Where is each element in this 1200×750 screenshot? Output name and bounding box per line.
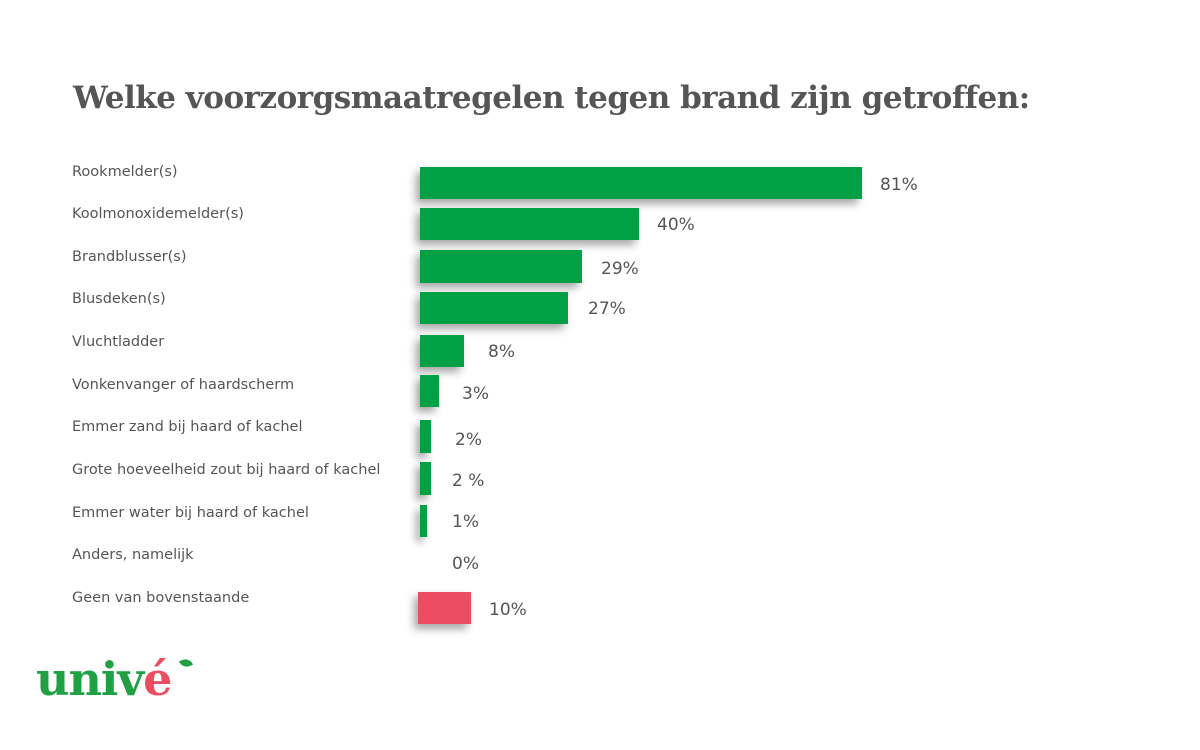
bar-vonkenvanger (420, 375, 439, 407)
bar-rookmelder (420, 167, 862, 199)
category-label: Vluchtladder (72, 334, 165, 350)
leaf-icon (178, 657, 194, 669)
bar-koolmonoxidemelder (420, 208, 639, 240)
bar-emmer-water (420, 505, 427, 537)
category-label: Anders, namelijk (72, 547, 194, 563)
category-label: Rookmelder(s) (72, 164, 178, 180)
bar-emmer-zand (420, 420, 431, 453)
category-label: Brandblusser(s) (72, 249, 187, 265)
category-label: Koolmonoxidemelder(s) (72, 206, 244, 222)
category-label: Blusdeken(s) (72, 291, 166, 307)
value-label: 2 % (452, 471, 485, 491)
value-label: 40% (657, 215, 695, 235)
category-label: Vonkenvanger of haardscherm (72, 377, 295, 393)
category-label: Emmer water bij haard of kachel (72, 505, 309, 521)
value-label: 8% (488, 342, 515, 362)
value-label: 27% (588, 299, 626, 319)
bar-blusdeken (420, 292, 568, 324)
value-label: 0% (452, 554, 479, 574)
logo-text: univ (36, 652, 144, 706)
bar-brandblusser (420, 250, 582, 283)
category-label: Grote hoeveelheid zout bij haard of kach… (72, 462, 381, 478)
value-label: 1% (452, 512, 479, 532)
value-label: 2% (455, 430, 482, 450)
value-label: 29% (601, 259, 639, 279)
value-label: 81% (880, 175, 918, 195)
bar-grote-hoeveelheid-zout (420, 462, 431, 495)
bar-geen-van-bovenstaande (418, 592, 471, 624)
value-label: 3% (462, 384, 489, 404)
category-label: Emmer zand bij haard of kachel (72, 419, 303, 435)
value-label: 10% (489, 600, 527, 620)
unive-logo: univé (36, 652, 172, 706)
category-label: Geen van bovenstaande (72, 590, 250, 606)
bar-vluchtladder (420, 335, 464, 367)
chart-title: Welke voorzorgsmaatregelen tegen brand z… (73, 80, 1030, 116)
logo-accent: é (143, 652, 172, 706)
